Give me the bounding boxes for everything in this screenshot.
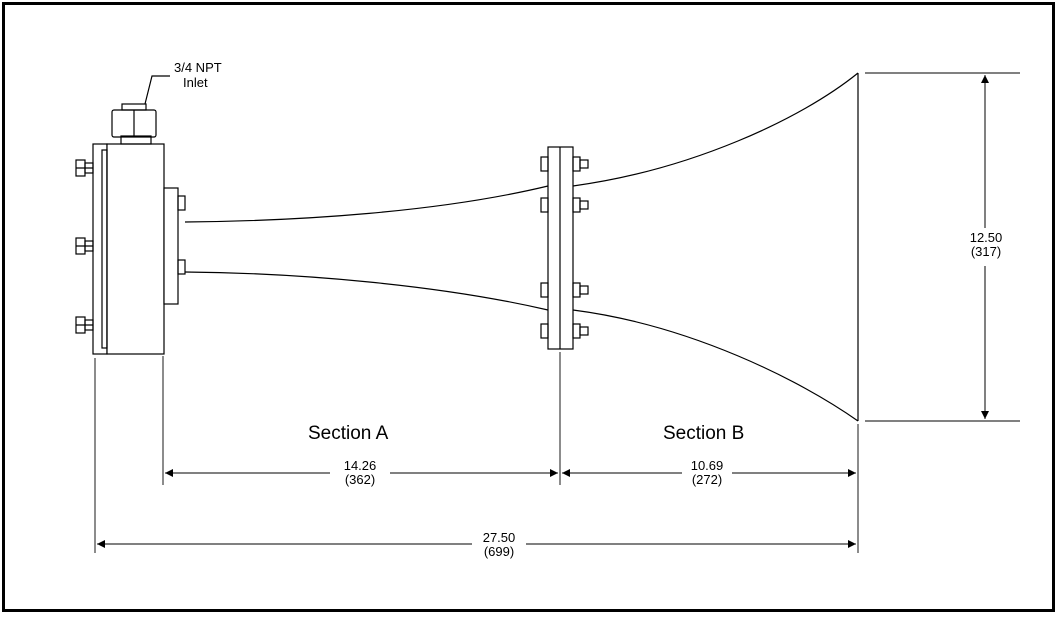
dim-section-a-imperial: 14.26 [344,458,377,473]
section-a-label: Section A [308,423,389,444]
dim-section-a-metric: (362) [345,472,375,487]
section-b-horn [572,72,859,422]
driver-housing [75,143,186,355]
drawing-frame [2,2,1055,612]
dim-section-b-metric: (272) [692,472,722,487]
dim-overall-metric: (699) [484,544,514,559]
section-a-horn [184,185,549,311]
extension-lines [94,72,1020,553]
inlet-label-line2: Inlet [183,75,208,90]
inlet-label-line1: 3/4 NPT [174,60,222,75]
driver-bolt-top [75,159,94,177]
dim-mouth-imperial: 12.50 [970,230,1003,245]
driver-bolt-bottom [75,316,94,334]
dim-section-b-imperial: 10.69 [691,458,724,473]
dim-mouth-metric: (317) [971,244,1001,259]
section-b-label: Section B [663,423,744,444]
middle-flange [540,146,589,350]
driver-bolt-middle [75,237,94,255]
dim-overall-imperial: 27.50 [483,530,516,545]
inlet-leader [144,75,170,105]
inlet-fitting [111,103,157,145]
dimension-lines [97,75,989,548]
